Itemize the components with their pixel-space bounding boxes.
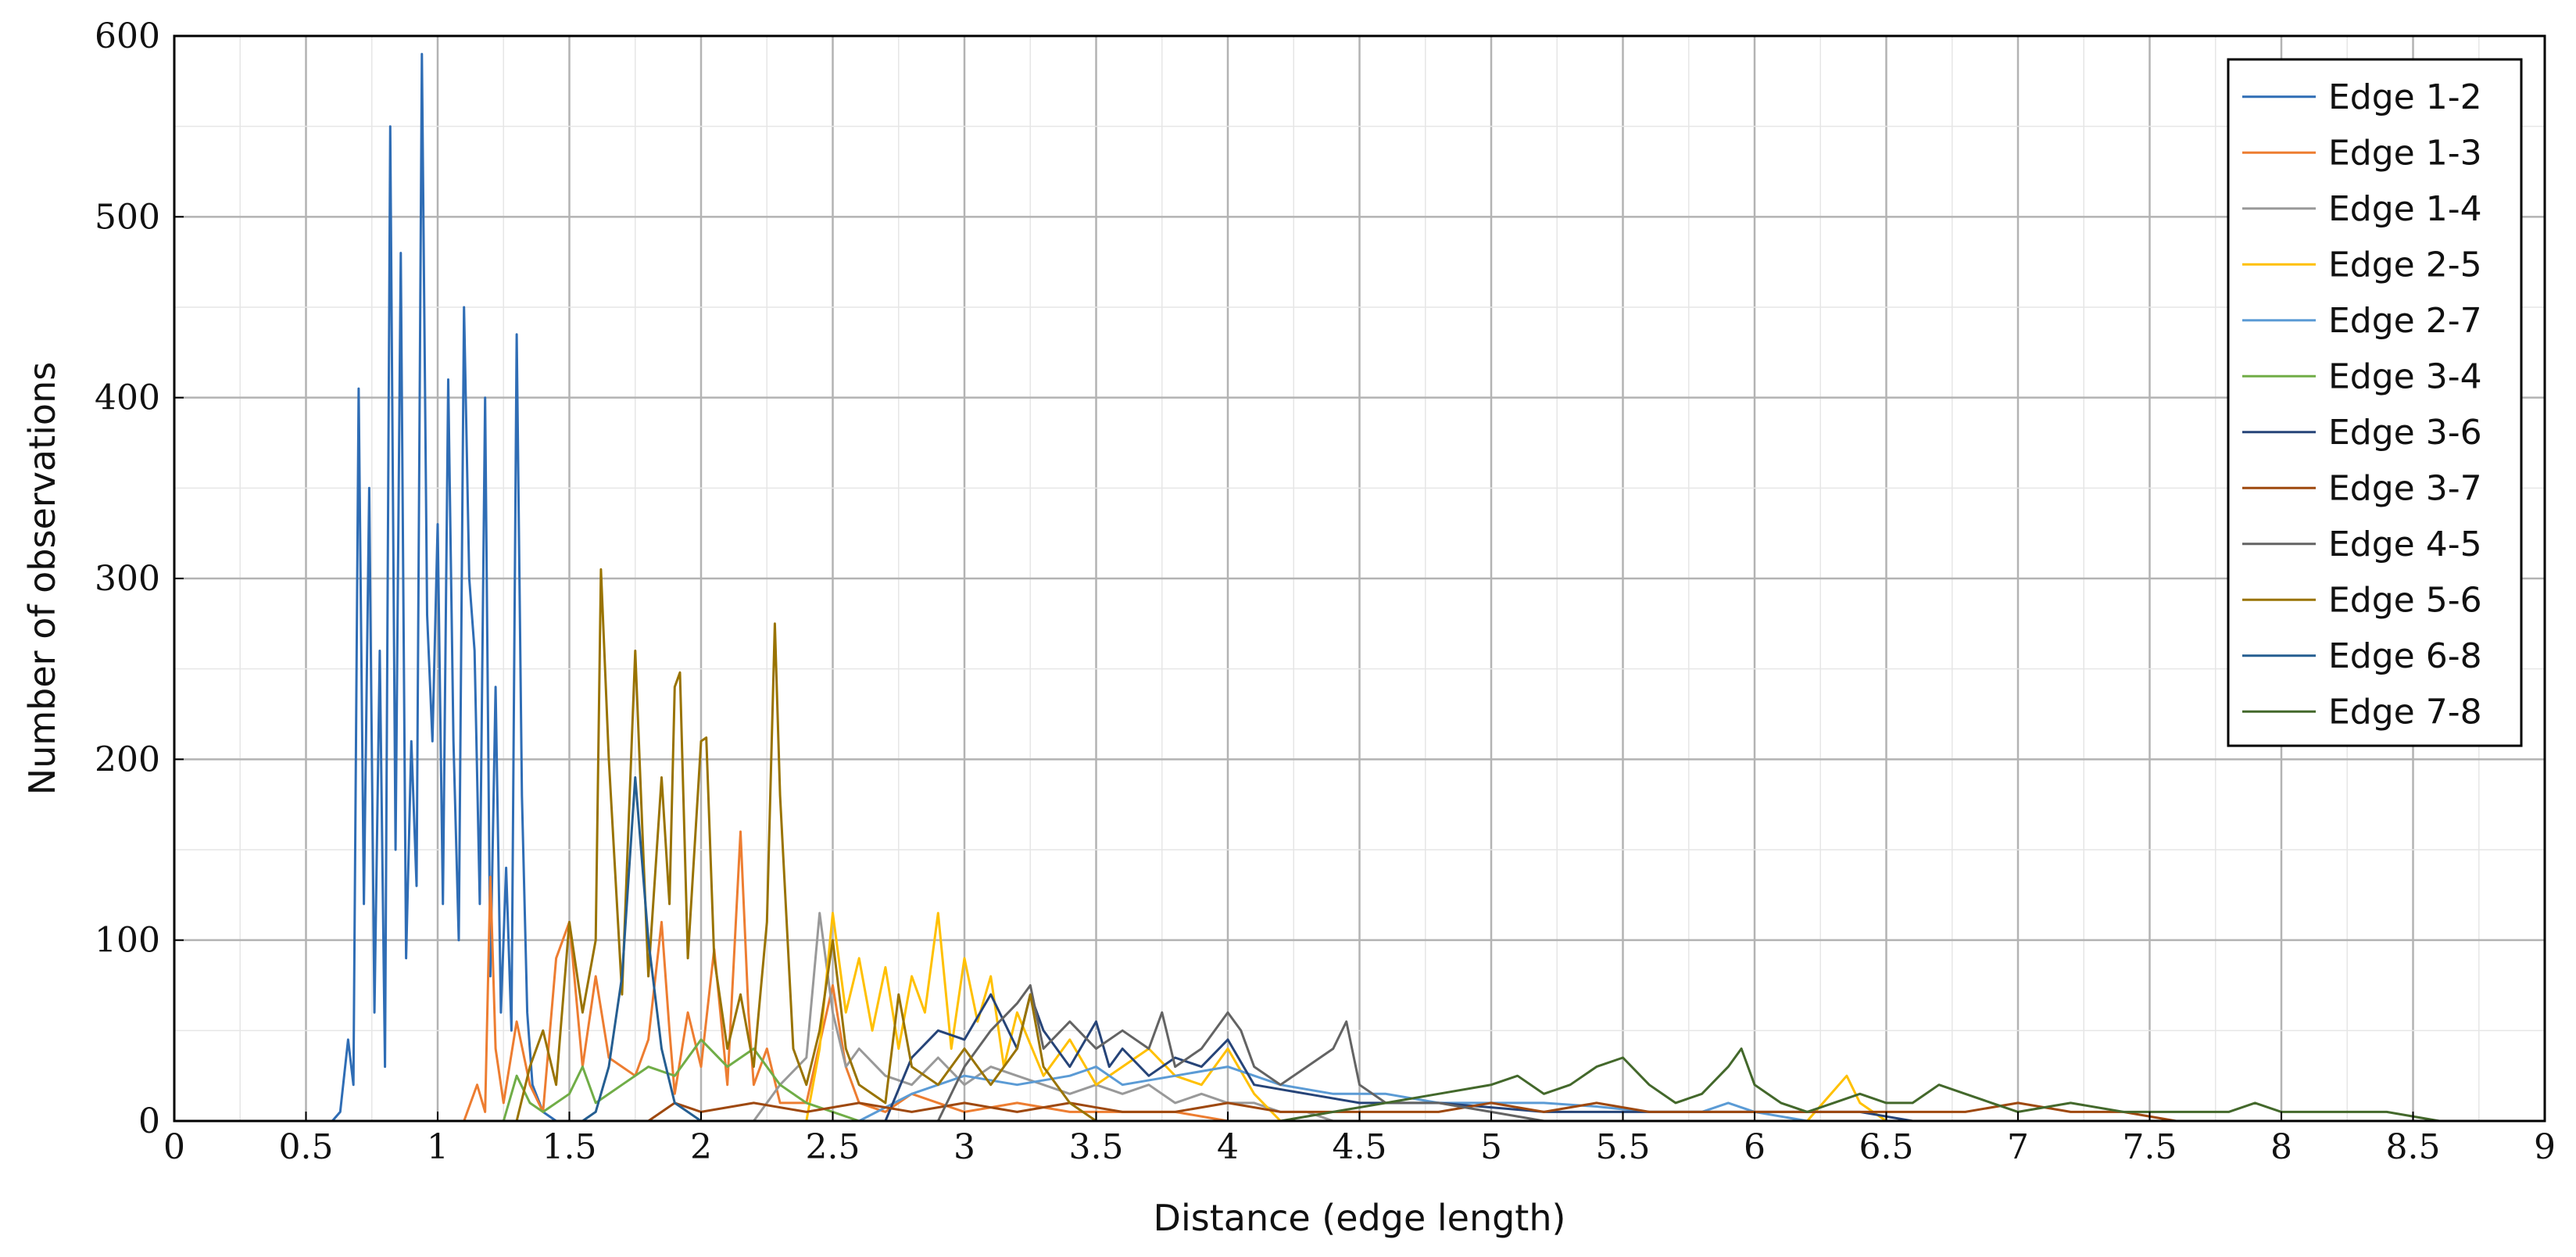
series-line-edge-4-5 (936, 984, 1544, 1123)
x-tick-label: 2.5 (806, 1127, 860, 1167)
legend-label: Edge 1-4 (2328, 189, 2482, 229)
legend-label: Edge 4-5 (2328, 525, 2482, 564)
series-line-edge-7-8 (1280, 1048, 2440, 1123)
legend-label: Edge 2-7 (2328, 301, 2482, 341)
legend: Edge 1-2 Edge 1-3 Edge 1-4 Edge 2-5 Edge 2-7… (2227, 58, 2523, 747)
series-line-edge-3-4 (502, 1038, 860, 1123)
x-tick-label: 5 (1480, 1127, 1502, 1167)
y-tick-label: 100 (95, 921, 160, 961)
y-tick-label: 0 (138, 1101, 160, 1141)
series-line-edge-5-6 (515, 568, 1097, 1123)
x-tick-label: 3 (953, 1127, 975, 1167)
legend-label: Edge 1-3 (2328, 133, 2482, 173)
x-tick-label: 4.5 (1333, 1127, 1387, 1167)
x-tick-label: 9 (2534, 1127, 2556, 1167)
series-line-edge-1-2 (331, 52, 557, 1123)
x-tick-label: 0 (163, 1127, 185, 1167)
x-tick-label: 7.5 (2123, 1127, 2177, 1167)
legend-label: Edge 7-8 (2328, 692, 2482, 732)
x-tick-label: 8.5 (2386, 1127, 2441, 1167)
x-axis-label: Distance (edge length) (1154, 1197, 1566, 1239)
x-tick-label: 6 (1744, 1127, 1766, 1167)
x-tick-label: 5.5 (1596, 1127, 1651, 1167)
y-tick-label: 500 (95, 197, 160, 237)
grid (174, 36, 2545, 1121)
series-line-edge-6-8 (581, 776, 702, 1123)
legend-label: Edge 3-4 (2328, 356, 2482, 396)
y-tick-label: 400 (95, 378, 160, 418)
x-tick-label: 2 (690, 1127, 712, 1167)
legend-label: Edge 1-2 (2328, 77, 2482, 117)
x-tick-label: 0.5 (279, 1127, 334, 1167)
x-tick-label: 1.5 (542, 1127, 597, 1167)
y-tick-label: 600 (95, 16, 160, 56)
x-tick-label: 3.5 (1069, 1127, 1124, 1167)
x-tick-label: 6.5 (1859, 1127, 1914, 1167)
legend-label: Edge 6-8 (2328, 636, 2482, 676)
legend-box (2227, 58, 2523, 747)
x-tick-label: 4 (1217, 1127, 1239, 1167)
x-tick-label: 8 (2270, 1127, 2292, 1167)
axis-ticks: 0 0.5 1 1.5 2 2.5 3 3.5 4 4.5 5 5.5 6 6.5 7 7.5 8 8.5 9 0 10… (95, 16, 2556, 1167)
legend-label: Edge 2-5 (2328, 245, 2482, 285)
series-lines (331, 52, 2440, 1123)
x-tick-label: 7 (2007, 1127, 2029, 1167)
legend-label: Edge 3-6 (2328, 413, 2482, 453)
y-tick-label: 300 (95, 559, 160, 599)
y-tick-label: 200 (95, 740, 160, 779)
legend-label: Edge 3-7 (2328, 468, 2482, 508)
x-tick-label: 1 (427, 1127, 449, 1167)
y-axis-label: Number of observations (21, 362, 63, 795)
legend-label: Edge 5-6 (2328, 580, 2482, 620)
